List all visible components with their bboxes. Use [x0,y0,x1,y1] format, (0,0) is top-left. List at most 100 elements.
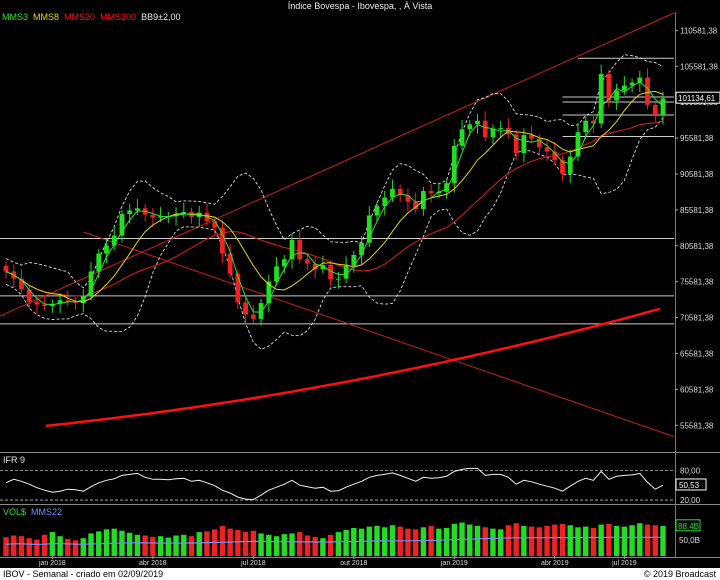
volume-bar [80,538,86,556]
y-tick-label: 110581,38 [680,26,718,35]
volume-bar [111,528,117,556]
volume-legend: VOL$ MMS22 [3,507,67,517]
x-tick-label: out 2018 [340,560,367,567]
last-price-box [675,91,720,104]
candle-body [513,134,519,154]
candle-body [266,281,272,304]
rsi-value-box [675,478,707,491]
candle-body [243,302,249,315]
candle-body [652,104,658,115]
candle-body [451,145,457,184]
volume-ma-value-label: 50,0B [679,536,700,545]
candle-body [544,147,550,152]
rsi-line [5,467,664,501]
volume-bar [644,524,651,556]
volume-bar [196,532,202,556]
candle-body [428,191,434,194]
volume-bar [103,529,110,556]
volume-bar [3,537,9,556]
candle-body [281,259,287,267]
candle-body [359,242,364,255]
candle-body [660,98,666,115]
rsi-legend: IFR 9 [3,455,26,465]
candle-body [420,191,426,210]
candle-body [536,138,542,148]
candle-body [351,254,357,266]
candle-body [567,156,573,174]
volume-value-label: 88,4B [678,522,699,531]
candle-body [96,253,102,272]
y-tick-label: 85581,38 [680,206,714,215]
legend-mms200: MMS200 [100,12,137,22]
candle-body [57,300,63,304]
candle-body [413,201,419,210]
y-tick-label: 80581,38 [680,242,714,251]
candle-body [521,135,527,154]
volume-bar [567,525,573,556]
candle-body [498,127,504,129]
volume-bar [335,532,342,556]
legend-vol-ma: MMS22 [31,507,63,517]
volume-bar [358,528,365,556]
volume-bar [134,534,141,556]
volume-bar [412,529,419,556]
candle-body [490,128,496,138]
candle-body [220,227,225,254]
volume-bar [235,530,241,556]
rsi-value-label: 50,53 [679,481,700,490]
volume-bar [304,535,311,556]
volume-bar [266,534,272,556]
volume-bar [41,534,48,556]
volume-bar [660,525,666,556]
volume-bar [552,524,558,556]
volume-bar [420,527,427,556]
volume-bar [482,527,488,556]
candle-body [135,208,140,211]
volume-bar [443,527,450,556]
x-tick-label: abr 2019 [541,560,569,567]
volume-bar [289,533,295,556]
candle-body [158,216,163,218]
y-tick-label: 95581,38 [680,134,714,143]
candle-body [390,188,395,198]
volume-bar [188,536,195,556]
volume-value-box [675,519,701,532]
status-footer: IBOV - Semanal - criado em 02/09/2019 © … [0,568,720,580]
volume-bar [528,526,535,556]
volume-bar [65,538,71,556]
candle-body [42,304,48,306]
uptrend-line [0,12,675,317]
x-tick-label: jan 2018 [38,560,66,567]
candle-body [583,120,589,133]
candle-body [227,253,233,274]
candle-body [104,245,109,254]
x-tick-label: abr 2018 [139,560,167,567]
candle-body [181,211,187,215]
volume-bar [559,523,566,556]
mms200-line [45,307,661,428]
candle-body [366,215,372,243]
volume-bar [165,537,172,556]
volume-bar [652,525,658,556]
volume-bar [598,524,604,556]
y-tick-label: 105581,38 [680,62,718,71]
volume-bar [436,528,442,556]
volume-bar [57,536,63,556]
candle-body [289,239,295,260]
candle-body [629,82,635,86]
bollinger-lower [5,117,664,350]
mms20-line [5,120,664,297]
candle-body [250,314,256,319]
candle-body [606,74,612,101]
volume-ma-line [5,536,664,546]
candle-body [382,197,388,207]
volume-bar [536,527,543,556]
volume-bar [258,533,264,556]
volume-bar [297,532,303,556]
volume-bar [281,534,287,556]
volume-bar [204,531,210,556]
volume-bar [575,527,581,556]
volume-bar [34,539,40,556]
volume-bar [26,538,32,556]
candle-body [3,265,9,272]
